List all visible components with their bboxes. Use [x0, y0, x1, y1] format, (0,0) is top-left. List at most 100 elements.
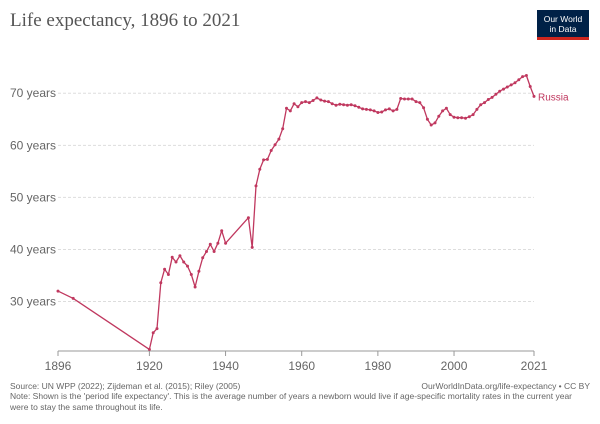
data-point [163, 267, 167, 271]
data-point [345, 103, 349, 107]
data-point [193, 285, 197, 289]
data-point [315, 96, 319, 100]
data-point [262, 158, 266, 162]
data-point [502, 87, 505, 91]
chart-title: Life expectancy, 1896 to 2021 [10, 10, 241, 31]
y-tick-label: 70 years [10, 86, 56, 100]
data-point [444, 106, 448, 110]
data-point [304, 100, 307, 104]
data-point [528, 85, 532, 88]
x-tick-label: 1960 [288, 359, 315, 373]
data-point [391, 109, 395, 113]
source-url[interactable]: OurWorldInData.org/life-expectancy • CC … [421, 381, 590, 392]
data-point [166, 273, 170, 276]
data-point [258, 167, 262, 171]
grid-lines [58, 92, 534, 303]
data-point [406, 97, 410, 101]
data-point [323, 99, 327, 103]
data-point [170, 255, 174, 259]
data-point [250, 245, 254, 249]
data-point [433, 121, 437, 125]
data-point [452, 115, 456, 119]
data-point [288, 109, 292, 113]
x-tick-label: 2000 [441, 359, 468, 373]
data-point [422, 106, 426, 110]
data-point [296, 105, 300, 109]
data-point [486, 98, 490, 101]
data-point [326, 100, 330, 104]
data-point [425, 117, 429, 121]
data-point [429, 123, 433, 127]
data-point [395, 107, 399, 111]
data-point [403, 97, 406, 101]
data-point [418, 101, 422, 105]
data-point [387, 107, 391, 111]
data-point [220, 229, 224, 233]
data-point [380, 110, 384, 114]
data-point [460, 116, 464, 120]
data-point [494, 92, 498, 96]
data-point [197, 269, 201, 273]
data-point [509, 83, 513, 87]
data-point [208, 242, 212, 246]
data-point [490, 95, 494, 99]
data-point [517, 78, 521, 82]
note-text: Note: Shown is the 'period life expectan… [10, 391, 573, 412]
data-point [399, 97, 403, 100]
x-tick-label: 1980 [365, 359, 392, 373]
data-point [224, 241, 228, 245]
data-point [524, 74, 528, 77]
data-point [189, 273, 193, 276]
data-point [505, 85, 509, 89]
data-point [467, 115, 471, 119]
data-point [174, 260, 178, 264]
x-axis: 1896 1920 1940 1960 1980 2000 2021 [45, 350, 548, 373]
y-tick-label: 50 years [10, 190, 56, 204]
source-link[interactable]: OurWorldInData.org/life-expectancy • CC … [421, 381, 590, 391]
y-tick-label: 30 years [10, 295, 56, 309]
data-point [498, 89, 502, 93]
data-point [414, 100, 418, 104]
logo-line-2: in Data [549, 24, 577, 34]
data-point [311, 99, 315, 102]
data-point [532, 94, 536, 98]
data-point [182, 260, 186, 264]
series-label: Russia [538, 92, 569, 103]
x-tick-label: 1896 [45, 359, 72, 373]
data-point [513, 81, 517, 85]
data-point [437, 114, 441, 118]
data-point [285, 106, 288, 110]
x-tick-label: 1940 [212, 359, 239, 373]
data-point [155, 327, 159, 331]
data-point [186, 264, 189, 268]
data-point [441, 109, 445, 113]
owid-logo[interactable]: Our World in Data [537, 10, 589, 40]
series-russia: Russia [56, 74, 569, 351]
data-point [212, 250, 216, 253]
y-tick-label: 60 years [10, 138, 56, 152]
data-point [319, 98, 323, 102]
data-point [464, 116, 467, 120]
data-point [448, 113, 452, 117]
data-point [246, 216, 250, 220]
data-point [384, 108, 387, 112]
data-point [342, 103, 346, 107]
logo-line-1: Our World [543, 14, 583, 24]
x-tick-label: 1920 [136, 359, 163, 373]
data-point [334, 103, 338, 107]
data-point [71, 296, 75, 300]
data-point [265, 157, 269, 161]
data-point [330, 102, 334, 106]
data-point [205, 250, 208, 253]
data-point [483, 101, 486, 105]
data-point [159, 281, 163, 285]
data-point [277, 137, 281, 141]
data-point [147, 347, 151, 351]
data-point [273, 143, 277, 147]
line-chart: 30 years 40 years 50 years 60 years 70 years… [10, 74, 569, 373]
y-tick-label: 40 years [10, 242, 56, 256]
data-point [201, 256, 205, 260]
data-point [307, 101, 311, 105]
source-text: Source: UN WPP (2022); Zijdeman et al. (… [10, 381, 241, 391]
data-point [216, 241, 220, 245]
